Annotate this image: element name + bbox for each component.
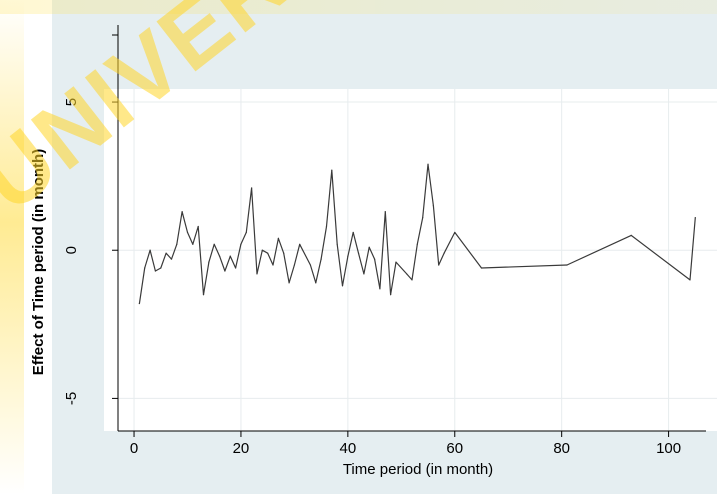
data-point bbox=[443, 252, 445, 254]
data-point bbox=[283, 252, 285, 254]
data-point bbox=[363, 273, 365, 275]
data-point bbox=[202, 294, 205, 296]
data-point bbox=[299, 243, 301, 245]
data-point bbox=[277, 237, 279, 239]
gridlines bbox=[118, 89, 717, 431]
data-point bbox=[368, 246, 370, 248]
data-point bbox=[357, 252, 360, 254]
x-tick-label: 80 bbox=[553, 440, 570, 457]
data-point bbox=[224, 270, 226, 272]
data-point bbox=[427, 163, 429, 165]
data-point bbox=[432, 205, 434, 207]
data-point bbox=[267, 252, 269, 254]
data-point bbox=[160, 267, 162, 269]
data-point bbox=[341, 285, 344, 287]
plot-background bbox=[104, 89, 717, 431]
data-point bbox=[325, 225, 328, 228]
series-line bbox=[138, 163, 696, 304]
data-point bbox=[373, 258, 376, 260]
data-point bbox=[422, 217, 424, 219]
data-point bbox=[694, 217, 696, 219]
data-point bbox=[197, 225, 199, 228]
data-point bbox=[480, 267, 483, 269]
data-point bbox=[406, 273, 408, 275]
data-point bbox=[154, 270, 157, 272]
y-tick-label: 0 bbox=[63, 246, 80, 254]
data-point bbox=[315, 282, 317, 284]
data-point bbox=[192, 243, 194, 245]
data-point bbox=[240, 243, 242, 245]
data-point bbox=[438, 264, 440, 266]
data-point bbox=[630, 234, 632, 237]
data-point bbox=[229, 255, 231, 257]
data-point bbox=[181, 211, 183, 213]
data-point bbox=[218, 255, 221, 257]
data-point bbox=[347, 255, 349, 257]
data-point bbox=[309, 264, 312, 266]
data-point bbox=[245, 231, 247, 234]
data-point bbox=[352, 231, 354, 234]
data-point bbox=[149, 249, 151, 251]
data-point bbox=[566, 264, 568, 266]
data-point bbox=[331, 169, 333, 171]
data-point bbox=[288, 282, 290, 284]
data-point bbox=[320, 258, 322, 260]
data-point bbox=[208, 261, 210, 263]
data-point bbox=[390, 294, 392, 296]
x-tick-label: 60 bbox=[446, 440, 463, 457]
data-point bbox=[336, 243, 338, 245]
data-point bbox=[213, 243, 215, 245]
series-layer bbox=[138, 163, 696, 305]
x-tick-label: 40 bbox=[340, 440, 357, 457]
y-axis-label: Effect of Time period (in month) bbox=[30, 149, 47, 375]
data-point bbox=[186, 231, 189, 234]
y-tick-label: 5 bbox=[63, 98, 80, 106]
data-point bbox=[261, 249, 263, 251]
data-point bbox=[379, 288, 381, 290]
data-point bbox=[235, 267, 237, 269]
data-point bbox=[454, 231, 456, 234]
x-tick-label: 100 bbox=[656, 440, 681, 457]
data-point bbox=[251, 187, 253, 189]
axis-ticks: 0 20 40 60 80 100 -5 0 5 bbox=[63, 34, 681, 457]
data-point bbox=[176, 243, 178, 245]
x-tick-label: 0 bbox=[130, 440, 138, 457]
y-tick-label: -5 bbox=[63, 392, 80, 405]
data-point bbox=[138, 302, 140, 305]
data-point bbox=[416, 243, 418, 245]
data-point bbox=[384, 211, 386, 213]
data-point bbox=[395, 261, 397, 263]
data-point bbox=[165, 252, 167, 254]
data-point bbox=[272, 264, 274, 266]
data-point bbox=[256, 273, 258, 275]
data-point bbox=[144, 267, 146, 269]
data-point bbox=[293, 264, 295, 266]
data-point bbox=[689, 279, 691, 281]
x-axis-label: Time period (in month) bbox=[343, 461, 493, 478]
data-point bbox=[170, 258, 173, 260]
x-tick-label: 20 bbox=[233, 440, 250, 457]
data-point bbox=[411, 279, 413, 281]
